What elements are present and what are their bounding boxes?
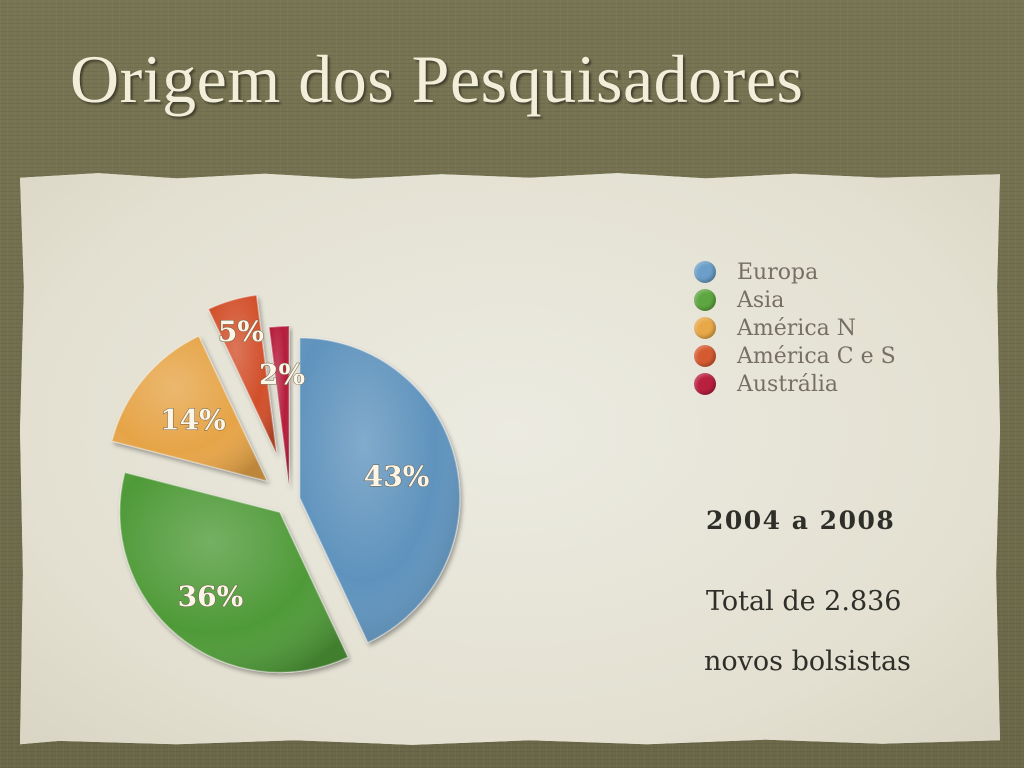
legend: Europa Asia América N América C e S Aust… [694,258,896,398]
pie-label-australia: 2% [259,358,305,391]
pie-label-europa: 43% [364,460,430,493]
legend-swatch-asia [694,289,716,311]
pie-slice-sheen-asia [119,472,348,673]
total-text-line1: Total de 2.836 [706,586,902,617]
legend-label-australia: Austrália [737,371,839,397]
legend-label-america-c-e-s: América C e S [737,343,896,369]
legend-item-australia: Austrália [694,370,896,398]
legend-label-europa: Europa [737,259,819,285]
pie-label-america-c-e-s: 5% [218,315,264,348]
period-text: 2004 a 2008 [706,506,896,535]
pie-slice-sheen-europa [299,337,460,643]
legend-swatch-europa [694,261,716,283]
legend-label-asia: Asia [737,287,785,313]
legend-swatch-america-c-e-s [694,345,716,367]
pie-slice-sheen-america-n [111,336,267,481]
legend-label-america-n: América N [737,315,857,341]
pie-label-asia: 36% [178,580,244,613]
pie-slice-sheen-australia [269,326,290,487]
legend-swatch-america-n [694,317,716,339]
legend-item-asia: Asia [694,286,896,314]
legend-item-america-n: América N [694,314,896,342]
legend-item-europa: Europa [694,258,896,286]
legend-swatch-australia [694,373,716,395]
pie-label-america-n: 14% [160,404,226,437]
slide-title: Origem dos Pesquisadores [70,41,804,117]
total-text-line2: novos bolsistas [704,646,911,677]
pie-slice-sheen-america-c-e-s [208,295,277,454]
legend-item-america-c-e-s: América C e S [694,342,896,370]
